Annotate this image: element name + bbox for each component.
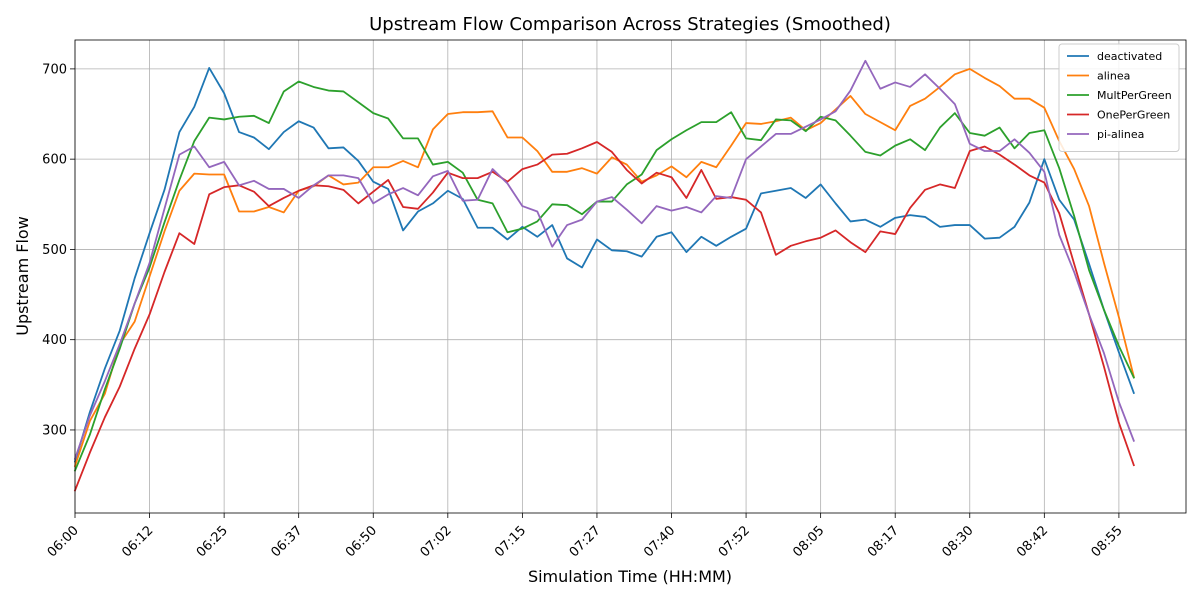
legend: deactivated alinea MultPerGreen OnePerGreen… — [1058, 43, 1180, 152]
y-tick-label: 700 — [42, 62, 67, 77]
series-line-multpergreen — [73, 80, 1136, 472]
y-tick-label: 500 — [42, 243, 67, 258]
legend-label: alinea — [1097, 70, 1130, 83]
series-line-onepergreen — [73, 141, 1135, 492]
legend-label: pi-alinea — [1097, 128, 1144, 141]
x-axis-label: Simulation Time (HH:MM) — [528, 567, 732, 586]
series-line-alinea — [73, 67, 1135, 468]
plot-frame — [74, 39, 1187, 514]
series-line-deactivated — [73, 67, 1135, 463]
legend-box — [1058, 43, 1180, 152]
series-line-pi-alinea — [73, 59, 1135, 460]
y-axis-label: Upstream Flow — [13, 216, 32, 336]
y-tick-label: 600 — [42, 153, 67, 168]
legend-label: MultPerGreen — [1097, 89, 1172, 102]
y-tick-label: 300 — [42, 423, 67, 438]
chart-title: Upstream Flow Comparison Across Strategi… — [369, 14, 891, 35]
legend-label: OnePerGreen — [1097, 109, 1170, 122]
legend-label: deactivated — [1097, 50, 1162, 63]
series-lines — [73, 59, 1136, 492]
y-tick-label: 400 — [42, 333, 67, 348]
